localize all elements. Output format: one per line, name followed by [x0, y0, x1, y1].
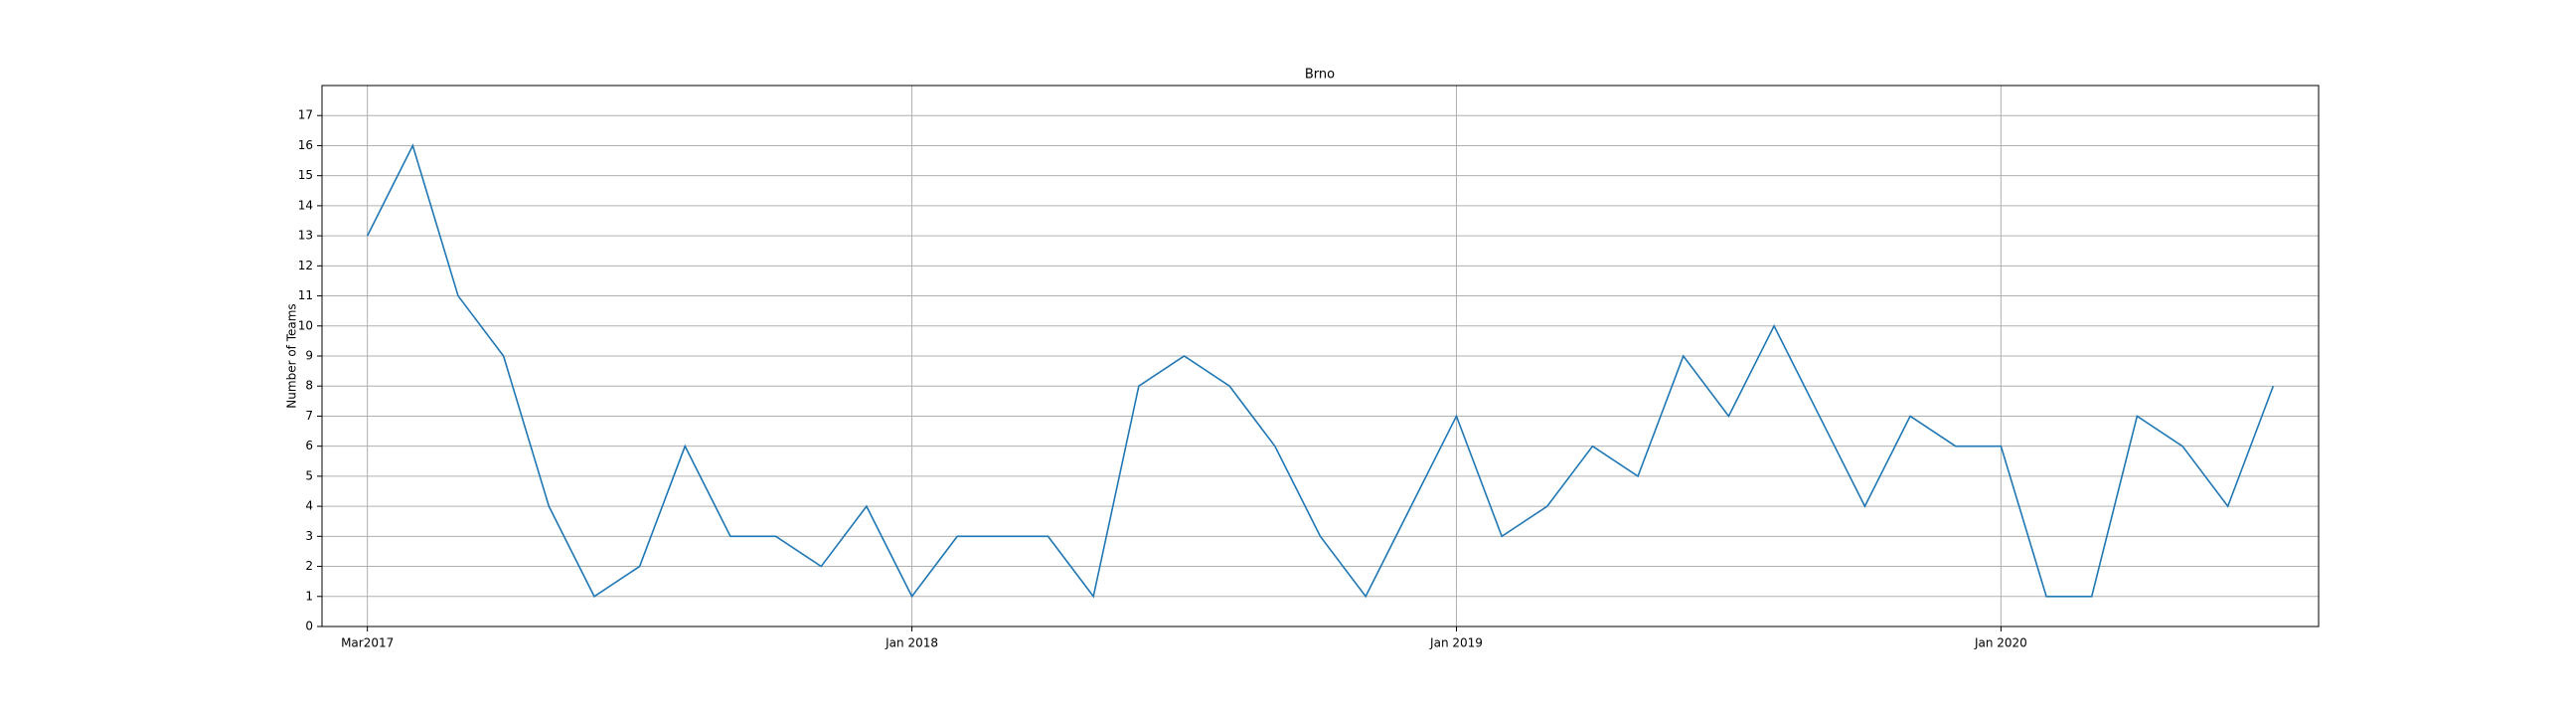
y-tick-label: 8	[305, 379, 313, 393]
line-series	[366, 143, 2275, 599]
y-tick-label: 2	[305, 559, 313, 573]
y-tick-label: 5	[305, 468, 313, 482]
x-tick-label: Jan 2020	[1974, 636, 2027, 650]
plot-frame	[321, 85, 2320, 627]
x-tick-label: Mar2017	[341, 636, 394, 650]
y-tick-label: 11	[298, 288, 313, 302]
y-tick-label: 0	[305, 620, 313, 633]
x-tick-label: Jan 2018	[885, 636, 938, 650]
y-tick-label: 7	[305, 409, 313, 423]
y-tick-label: 6	[305, 439, 313, 452]
y-tick-label: 17	[298, 108, 313, 122]
y-axis-label: Number of Teams	[285, 303, 299, 408]
y-tick-label: 3	[305, 529, 313, 543]
x-tick-label: Jan 2019	[1429, 636, 1483, 650]
y-tick-label: 1	[305, 589, 313, 603]
y-tick-label: 15	[298, 168, 313, 182]
y-tick-label: 9	[305, 349, 313, 363]
y-tick-label: 10	[298, 318, 313, 332]
y-tick-label: 4	[305, 499, 313, 513]
chart-title: Brno	[1305, 68, 1335, 83]
y-tick-label: 14	[298, 198, 313, 212]
y-tick-label: 16	[298, 138, 313, 152]
y-tick-label: 13	[298, 229, 313, 243]
y-tick-label: 12	[298, 259, 313, 272]
